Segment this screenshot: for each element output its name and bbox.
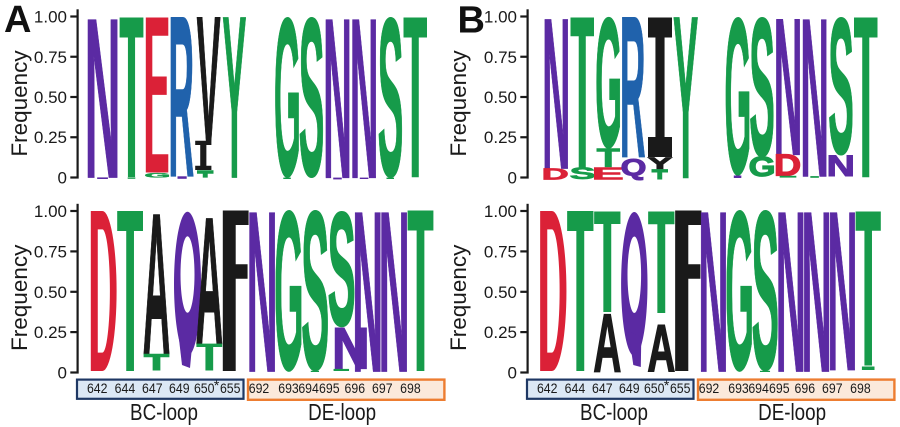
svg-text:649: 649 [169, 380, 190, 396]
svg-text:S: S [752, 165, 780, 417]
svg-text:A: A [4, 0, 31, 41]
svg-text:649: 649 [619, 380, 640, 396]
svg-text:1.00: 1.00 [484, 8, 517, 27]
svg-text:695: 695 [319, 380, 340, 396]
svg-text:1.00: 1.00 [34, 202, 67, 221]
svg-text:0: 0 [508, 364, 517, 383]
svg-text:N: N [827, 164, 857, 418]
svg-text:S: S [828, 0, 854, 194]
svg-text:N: N [698, 164, 728, 420]
svg-text:0.50: 0.50 [34, 283, 67, 302]
svg-text:R: R [620, 0, 646, 200]
svg-text:1.00: 1.00 [34, 8, 67, 27]
svg-text:N: N [323, 0, 352, 226]
svg-text:0.50: 0.50 [484, 88, 517, 107]
svg-text:697: 697 [822, 380, 843, 396]
svg-text:0.25: 0.25 [484, 128, 517, 147]
svg-text:E: E [592, 164, 624, 183]
svg-text:696: 696 [345, 380, 366, 396]
svg-text:697: 697 [372, 380, 393, 396]
svg-text:647: 647 [142, 380, 163, 396]
svg-text:655: 655 [670, 380, 691, 396]
svg-text:692: 692 [699, 380, 720, 396]
svg-text:0.50: 0.50 [34, 88, 67, 107]
svg-text:644: 644 [565, 380, 586, 396]
svg-text:Frequency: Frequency [7, 50, 32, 157]
svg-text:S: S [299, 0, 325, 224]
svg-text:DE-loop: DE-loop [758, 399, 826, 426]
svg-text:R: R [168, 0, 194, 225]
svg-text:650: 650 [644, 380, 665, 396]
svg-text:S: S [301, 165, 329, 417]
svg-text:N: N [776, 164, 806, 420]
svg-text:G: G [725, 165, 754, 418]
svg-text:Y: Y [648, 154, 673, 173]
svg-text:A: A [647, 311, 675, 386]
svg-text:693: 693 [278, 380, 299, 396]
svg-text:1.00: 1.00 [484, 202, 517, 221]
svg-text:N: N [542, 0, 570, 214]
svg-text:644: 644 [115, 380, 136, 396]
svg-text:N: N [352, 164, 383, 420]
svg-text:650: 650 [194, 380, 215, 396]
svg-text:N: N [350, 0, 379, 226]
svg-text:*: * [664, 377, 670, 393]
svg-text:BC-loop: BC-loop [130, 399, 198, 426]
svg-text:642: 642 [537, 380, 558, 396]
svg-text:N: N [379, 164, 410, 420]
svg-text:Q: Q [621, 154, 647, 180]
svg-text:Frequency: Frequency [446, 50, 471, 157]
svg-text:0.50: 0.50 [484, 283, 517, 302]
svg-text:655: 655 [220, 380, 241, 396]
svg-text:0: 0 [508, 169, 517, 188]
svg-text:N: N [85, 0, 121, 225]
svg-text:N: N [774, 0, 803, 196]
svg-text:Y: Y [673, 0, 698, 228]
svg-text:N: N [827, 149, 855, 183]
svg-text:DE-loop: DE-loop [308, 399, 376, 426]
svg-text:G: G [724, 0, 751, 220]
svg-text:647: 647 [592, 380, 613, 396]
svg-text:696: 696 [795, 380, 816, 396]
svg-text:G: G [144, 172, 170, 180]
svg-text:694: 694 [748, 380, 769, 396]
svg-text:Y: Y [222, 0, 246, 227]
svg-text:698: 698 [400, 380, 421, 396]
svg-text:0.75: 0.75 [34, 242, 67, 261]
svg-text:N: N [801, 164, 831, 420]
svg-text:B: B [458, 0, 485, 41]
svg-text:694: 694 [298, 380, 319, 396]
svg-text:N: N [800, 0, 829, 225]
svg-text:BC-loop: BC-loop [580, 399, 648, 426]
svg-text:A: A [593, 297, 621, 389]
svg-text:Frequency: Frequency [446, 244, 471, 351]
svg-text:642: 642 [87, 380, 108, 396]
svg-text:0.75: 0.75 [34, 48, 67, 67]
svg-text:S: S [378, 0, 404, 224]
svg-text:*: * [214, 377, 220, 393]
svg-text:G: G [749, 152, 776, 183]
svg-text:D: D [542, 165, 569, 183]
svg-text:V: V [197, 0, 221, 179]
svg-text:0.25: 0.25 [484, 323, 517, 342]
svg-text:S: S [328, 180, 356, 361]
svg-text:698: 698 [850, 380, 871, 396]
svg-text:N: N [332, 316, 370, 381]
svg-text:0.25: 0.25 [34, 323, 67, 342]
svg-text:693: 693 [728, 380, 749, 396]
svg-text:Frequency: Frequency [7, 244, 32, 351]
svg-text:S: S [570, 165, 596, 183]
svg-text:G: G [274, 165, 304, 417]
svg-text:N: N [247, 164, 278, 420]
svg-text:G: G [274, 0, 301, 224]
svg-text:0.75: 0.75 [484, 242, 517, 261]
svg-text:0: 0 [58, 169, 67, 188]
svg-text:S: S [749, 0, 775, 196]
svg-text:0.75: 0.75 [484, 48, 517, 67]
svg-text:692: 692 [249, 380, 270, 396]
svg-text:0: 0 [58, 364, 67, 383]
svg-text:0.25: 0.25 [34, 128, 67, 147]
svg-text:695: 695 [769, 380, 790, 396]
